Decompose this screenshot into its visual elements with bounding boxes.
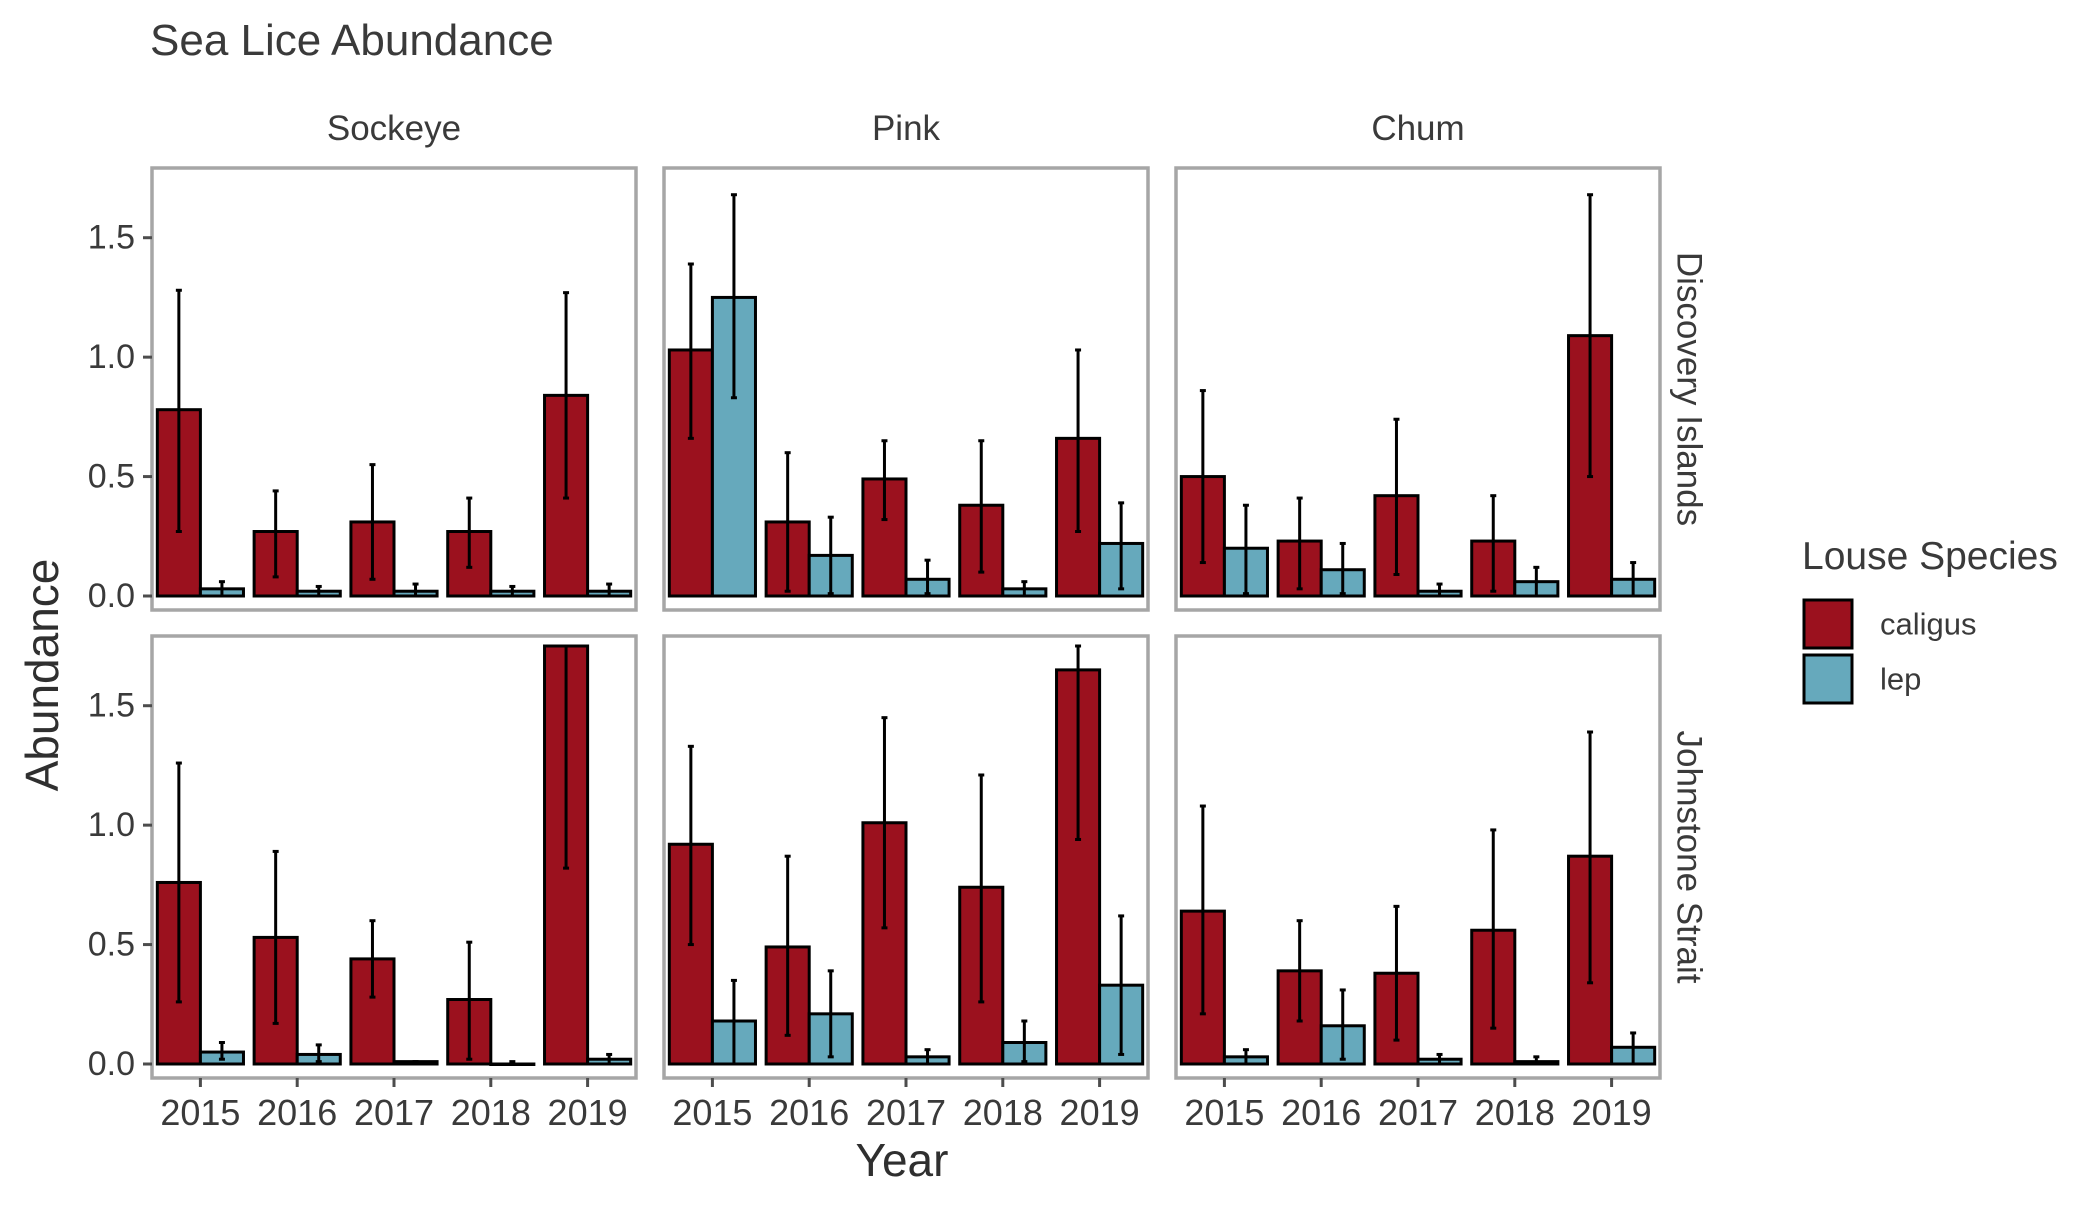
y-tick-label: 0.5 [88, 458, 135, 496]
panel-johnstone-strait-pink: 2015 2016 2017 2018 2019 [662, 634, 1150, 1133]
panel-plot-area [155, 288, 633, 598]
facet-grid: Sockeye Pink Chum Discovery Islands Johnston… [88, 109, 1709, 1133]
y-tick-label: 0.0 [88, 1045, 135, 1083]
panel-johnstone-strait-chum: 2015 2016 2017 2018 2019 [1174, 634, 1662, 1133]
x-tick-label: 2019 [1572, 1092, 1652, 1133]
legend-label-lep: lep [1880, 662, 1921, 697]
y-tick-label: 1.5 [88, 219, 135, 257]
panel-plot-area [667, 193, 1145, 598]
legend-items: caligus lep [1802, 598, 1977, 705]
y-axis-title: Abundance [16, 559, 68, 792]
x-tick-label: 2017 [354, 1092, 434, 1133]
panel-discovery-islands-pink [662, 166, 1150, 612]
panel-johnstone-strait-sockeye: 0.0 0.5 1.0 1.5 2015 2016 2017 2018 2019 [88, 634, 638, 1133]
legend-swatch-lep [1802, 653, 1854, 705]
facet-strip-discovery-islands: Discovery Islands [1670, 252, 1709, 526]
x-tick-label: 2015 [1184, 1092, 1264, 1133]
panel-discovery-islands-chum [1174, 166, 1662, 612]
x-tick-label: 2018 [963, 1092, 1043, 1133]
panel-plot-area [155, 644, 633, 1066]
x-tick-label: 2016 [1281, 1092, 1361, 1133]
x-tick-label: 2016 [769, 1092, 849, 1133]
legend-label-caligus: caligus [1880, 607, 1977, 642]
panel-border [150, 166, 638, 612]
legend-title: Louse Species [1802, 535, 2058, 578]
x-tick-label: 2019 [1060, 1092, 1140, 1133]
y-tick-label: 1.0 [88, 338, 135, 376]
panel-plot-area [1179, 730, 1657, 1066]
chart-title: Sea Lice Abundance [150, 16, 554, 65]
x-axis-title: Year [856, 1134, 949, 1186]
panel-border [662, 166, 1150, 612]
y-tick-label: 0.0 [88, 577, 135, 615]
facet-strip-pink: Pink [872, 109, 941, 148]
x-tick-label: 2017 [1378, 1092, 1458, 1133]
legend-item-lep: lep [1802, 653, 1921, 705]
facet-strip-sockeye: Sockeye [327, 109, 461, 148]
legend-item-caligus: caligus [1802, 598, 1977, 650]
x-tick-label: 2018 [1475, 1092, 1555, 1133]
panel-plot-area [1179, 193, 1657, 598]
x-tick-label: 2015 [672, 1092, 752, 1133]
legend: Louse Species caligus lep [1802, 535, 2058, 705]
x-tick-label: 2018 [451, 1092, 531, 1133]
x-tick-label: 2017 [866, 1092, 946, 1133]
x-tick-label: 2016 [257, 1092, 337, 1133]
x-tick-label: 2019 [548, 1092, 628, 1133]
y-tick-label: 1.5 [88, 687, 135, 725]
y-tick-label: 1.0 [88, 806, 135, 844]
panel-border [1174, 166, 1662, 612]
x-tick-label: 2015 [160, 1092, 240, 1133]
facet-strip-johnstone-strait: Johnstone Strait [1670, 731, 1709, 984]
y-tick-label: 0.5 [88, 926, 135, 964]
facet-strip-chum: Chum [1371, 109, 1464, 148]
panel-discovery-islands-sockeye: 0.0 0.5 1.0 1.5 [88, 166, 638, 615]
legend-swatch-caligus [1802, 598, 1854, 650]
panel-plot-area [667, 644, 1145, 1066]
